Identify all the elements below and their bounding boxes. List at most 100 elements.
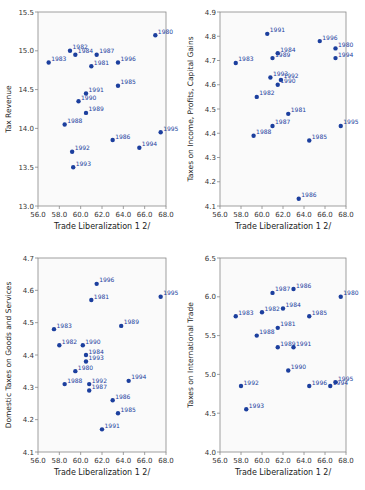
point-label: 1995 (343, 118, 358, 125)
point-label: 1988 (256, 128, 271, 135)
x-tick (220, 206, 221, 209)
point-label: 1990 (85, 338, 100, 345)
point-label: 1982 (265, 305, 280, 312)
y-axis-label: Domestic Taxes on Goods and Services (4, 282, 13, 429)
x-tick (123, 206, 124, 209)
x-tick (325, 206, 326, 209)
x-tick (80, 452, 81, 455)
point-label: 1981 (280, 320, 295, 327)
point-label: 1983 (238, 55, 253, 62)
y-tick (217, 36, 220, 37)
y-axis-label: Taxes on Income, Profits, Capital Gains (186, 36, 195, 182)
y-tick (35, 387, 38, 388)
x-axis-label: Trade Liberalization 1 2/ (53, 222, 150, 231)
x-tick (262, 452, 263, 455)
y-tick (217, 296, 220, 297)
x-tick-label: 56.0 (30, 211, 46, 219)
x-tick (241, 206, 242, 209)
point-label: 1989 (275, 51, 290, 58)
point-label: 1986 (115, 133, 130, 140)
y-tick (217, 413, 220, 414)
point-label: 1991 (270, 26, 285, 33)
y-tick-label: 6.0 (205, 293, 216, 301)
point-labels: 1980198119821983198419851986198719881989… (238, 26, 358, 198)
y-tick-label: 14.0 (18, 125, 34, 133)
y-tick (217, 258, 220, 259)
x-tick (38, 206, 39, 209)
point-label: 1981 (291, 106, 306, 113)
point-label: 1995 (163, 289, 178, 296)
point-label: 1993 (89, 354, 104, 361)
x-tick-label: 60.0 (254, 457, 270, 465)
y-tick-label: 14.5 (18, 86, 34, 94)
y-tick (35, 452, 38, 453)
x-axis-label: Trade Liberalization 1 2/ (234, 222, 331, 231)
x-tick-label: 58.0 (52, 457, 68, 465)
y-tick (217, 206, 220, 207)
x-tick-label: 60.0 (254, 211, 270, 219)
y-tick-label: 4.2 (205, 178, 216, 186)
x-tick-label: 66.0 (317, 211, 333, 219)
y-tick (217, 157, 220, 158)
x-tick (38, 452, 39, 455)
point-label: 1982 (259, 89, 274, 96)
point-label: 1984 (286, 301, 301, 308)
x-tick (59, 206, 60, 209)
point-label: 1980 (343, 289, 358, 296)
x-tick-label: 68.0 (338, 211, 354, 219)
point-label: 1991 (89, 86, 104, 93)
x-tick-label: 62.0 (94, 211, 110, 219)
point-label: 1993 (249, 402, 264, 409)
point-label: 1982 (62, 338, 77, 345)
point-label: 1996 (312, 379, 327, 386)
y-tick-label: 4.6 (205, 81, 217, 89)
point-label: 1985 (312, 133, 327, 140)
y-tick (35, 128, 38, 129)
point-label: 1985 (121, 78, 136, 85)
y-tick-label: 4.3 (23, 384, 34, 392)
y-tick (35, 50, 38, 51)
x-tick (80, 206, 81, 209)
x-tick-label: 66.0 (317, 457, 333, 465)
y-tick-label: 13.5 (18, 164, 34, 172)
x-tick-label: 58.0 (233, 211, 249, 219)
x-tick (102, 452, 103, 455)
point-label: 1988 (67, 377, 82, 384)
point-label: 1987 (275, 118, 290, 125)
point-labels: 1980198119821983198419851986198719881989… (238, 282, 358, 409)
point-label: 1993 (76, 160, 91, 167)
points (234, 287, 343, 412)
point-label: 1992 (92, 377, 107, 384)
y-tick-label: 4.0 (205, 449, 216, 457)
y-tick-label: 4.9 (205, 9, 216, 17)
y-tick (35, 290, 38, 291)
y-tick (35, 355, 38, 356)
point-label: 1980 (78, 364, 93, 371)
x-tick (325, 452, 326, 455)
point-label: 1983 (51, 55, 66, 62)
y-tick (217, 12, 220, 13)
x-tick-label: 62.0 (275, 457, 291, 465)
y-tick (217, 335, 220, 336)
point-label: 1983 (238, 309, 253, 316)
point-label: 1995 (338, 375, 353, 382)
point-label: 1986 (115, 393, 130, 400)
point-label: 1988 (67, 117, 82, 124)
x-tick-label: 62.0 (275, 211, 291, 219)
point-label: 1994 (131, 373, 146, 380)
point-label: 1992 (75, 144, 90, 151)
point-label: 1996 (322, 34, 337, 41)
plot-area (220, 12, 346, 206)
x-tick-label: 68.0 (158, 457, 174, 465)
x-tick (262, 206, 263, 209)
panel: 56.058.060.062.064.066.068.04.14.24.34.4… (4, 255, 179, 478)
y-tick-label: 15.5 (18, 9, 34, 17)
x-tick-label: 56.0 (212, 211, 228, 219)
point-label: 1991 (105, 422, 120, 429)
y-tick-label: 4.6 (23, 287, 35, 295)
point-label: 1996 (99, 276, 114, 283)
point-labels: 1980198119821983198419851986198719881989… (57, 276, 179, 429)
y-tick (35, 322, 38, 323)
x-tick-label: 66.0 (137, 457, 153, 465)
point-label: 1996 (121, 55, 136, 62)
